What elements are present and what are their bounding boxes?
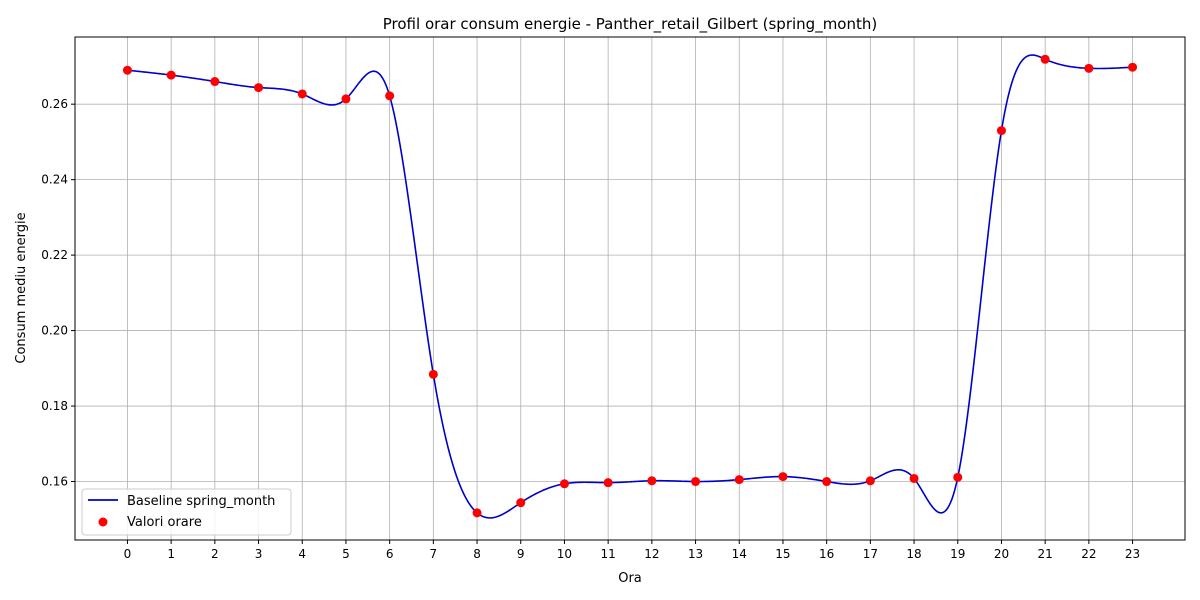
- legend: Baseline spring_month Valori orare: [81, 488, 292, 536]
- y-tick-label: 0.20: [41, 324, 68, 338]
- data-point: [778, 472, 788, 482]
- x-tick-label: 21: [1038, 547, 1053, 561]
- x-axis-ticks: 0 1 2 3 4 5 6 7 8 9 10 11 12 13 14 15 16 17 18 19 20 21 22 23: [124, 540, 1140, 561]
- data-point: [734, 475, 744, 485]
- x-tick-label: 9: [517, 547, 525, 561]
- x-tick-label: 17: [863, 547, 878, 561]
- x-tick-label: 4: [298, 547, 306, 561]
- data-point: [122, 65, 132, 75]
- y-tick-label: 0.24: [41, 173, 68, 187]
- data-point: [428, 369, 438, 379]
- data-point: [297, 89, 307, 99]
- data-point: [254, 83, 264, 93]
- x-tick-label: 10: [557, 547, 572, 561]
- y-tick-label: 0.26: [41, 97, 68, 111]
- plot-frame: [74, 36, 1186, 541]
- data-point: [647, 476, 657, 486]
- x-tick-label: 22: [1081, 547, 1096, 561]
- x-tick-label: 18: [906, 547, 921, 561]
- x-tick-label: 14: [732, 547, 747, 561]
- y-tick-label: 0.18: [41, 399, 68, 413]
- x-tick-label: 11: [601, 547, 616, 561]
- x-tick-label: 7: [430, 547, 438, 561]
- x-tick-label: 6: [386, 547, 394, 561]
- data-point: [472, 508, 482, 518]
- series-line-baseline: [127, 54, 1133, 519]
- data-point: [603, 478, 613, 488]
- x-tick-label: 16: [819, 547, 834, 561]
- x-tick-label: 13: [688, 547, 703, 561]
- scatter-points: [122, 54, 1138, 518]
- legend-box: [81, 488, 292, 536]
- x-tick-label: 23: [1125, 547, 1140, 561]
- data-point: [559, 479, 569, 489]
- y-axis-ticks: 0.16 0.18 0.20 0.22 0.24 0.26: [41, 97, 75, 489]
- x-tick-label: 3: [255, 547, 263, 561]
- x-tick-label: 12: [644, 547, 659, 561]
- x-axis-label: Ora: [618, 571, 642, 586]
- data-point: [996, 126, 1006, 136]
- data-point: [1084, 63, 1094, 73]
- x-tick-label: 8: [473, 547, 481, 561]
- x-tick-label: 15: [775, 547, 790, 561]
- x-tick-label: 0: [124, 547, 132, 561]
- y-axis-label: Consum mediu energie: [14, 212, 29, 363]
- legend-scatter-swatch: [98, 517, 108, 527]
- plot-area: [122, 54, 1138, 519]
- x-tick-label: 20: [994, 547, 1009, 561]
- data-point: [1128, 62, 1138, 72]
- data-point: [516, 498, 526, 508]
- data-point: [1040, 54, 1050, 64]
- legend-label-baseline: Baseline spring_month: [127, 494, 275, 509]
- x-tick-label: 2: [211, 547, 219, 561]
- data-point: [210, 77, 220, 87]
- data-point: [909, 473, 919, 483]
- data-point: [341, 94, 351, 104]
- data-point: [953, 472, 963, 482]
- y-tick-label: 0.16: [41, 475, 68, 489]
- x-tick-label: 5: [342, 547, 350, 561]
- data-point: [822, 477, 832, 487]
- data-point: [166, 70, 176, 80]
- y-tick-label: 0.22: [41, 248, 68, 262]
- x-tick-label: 1: [167, 547, 175, 561]
- legend-label-hourly: Valori orare: [127, 515, 202, 530]
- grid-lines: [75, 37, 1185, 540]
- data-point: [691, 477, 701, 487]
- chart-title: Profil orar consum energie - Panther_ret…: [383, 15, 877, 34]
- x-tick-label: 19: [950, 547, 965, 561]
- data-point: [865, 476, 875, 486]
- data-point: [385, 91, 395, 101]
